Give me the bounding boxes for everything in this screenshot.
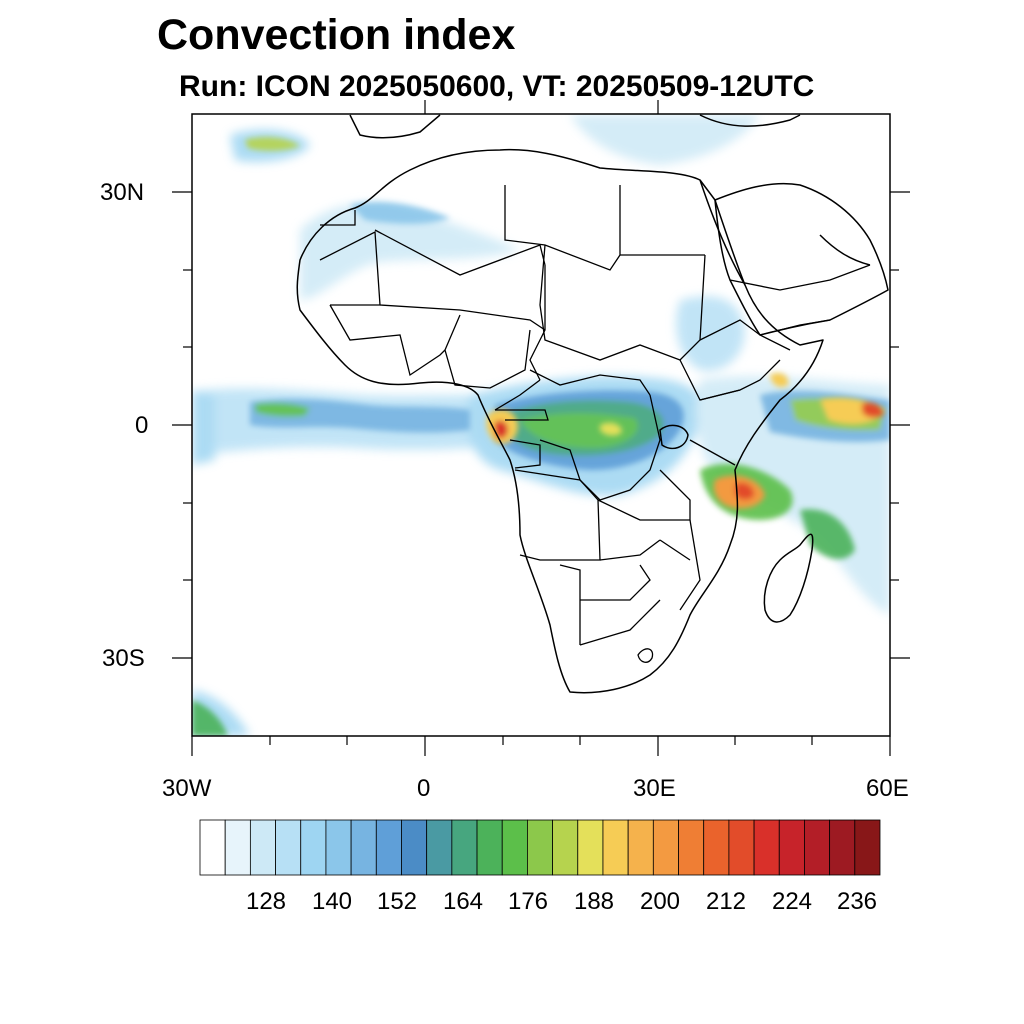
lat-label-0: 0 [135, 412, 149, 439]
plot-subtitle: Run: ICON 2025050600, VT: 20250509-12UTC [179, 70, 815, 103]
colorbar-box [678, 819, 705, 876]
shade-sahara-mid [350, 202, 450, 224]
border-algeria-south [374, 229, 546, 276]
colorbar-box [602, 819, 629, 876]
border-sudan [539, 244, 706, 361]
shade-madagascar-east [800, 509, 855, 560]
shade-med-green [245, 137, 300, 151]
lon-label-30e: 30E [633, 775, 676, 802]
colorbar-box [804, 819, 831, 876]
colorbar-box [199, 819, 226, 876]
europe-coast-north [349, 114, 441, 139]
colorbar-label-236: 236 [836, 888, 878, 915]
colorbar-box [476, 819, 503, 876]
africa-coastline [296, 148, 824, 694]
lon-label-30w: 30W [162, 775, 212, 802]
lake-victoria [659, 424, 689, 450]
colorbar-box [577, 819, 604, 876]
country-borders [319, 185, 871, 663]
colorbar-box [703, 819, 730, 876]
border-chad [529, 265, 546, 381]
plot-title: Convection index [157, 11, 516, 59]
border-lesotho [637, 648, 654, 663]
colorbar-box [375, 819, 402, 876]
border-ethiopia [679, 319, 791, 401]
axis-ticks [172, 100, 910, 756]
colorbar-box [652, 819, 679, 876]
turkey-coast [699, 114, 801, 127]
colorbar-box [527, 819, 553, 876]
colorbar-box [829, 819, 856, 876]
shade-red-sea [570, 115, 760, 165]
border-mauritania [319, 210, 381, 306]
hotspot-indian-red [862, 402, 884, 418]
border-car [529, 369, 651, 396]
shade-itcz-green [255, 402, 310, 417]
hotspot-tanzania-red [735, 482, 755, 500]
colorbar-box [401, 819, 428, 876]
colorbar-box [854, 819, 881, 876]
colorbar-box [451, 819, 478, 876]
colorbar-label-224: 224 [771, 888, 813, 915]
shade-west-edge [192, 390, 215, 465]
shade-ethiopia [676, 296, 745, 371]
border-mozambique [659, 519, 701, 611]
colorbar-label-200: 200 [639, 888, 681, 915]
border-west-africa [329, 304, 446, 377]
shade-congo-green2 [520, 413, 639, 449]
persian-gulf [819, 234, 871, 266]
colorbar-label-140: 140 [311, 888, 353, 915]
red-sea-west [699, 179, 746, 286]
colorbar-box [275, 819, 302, 876]
colorbar-label-164: 164 [442, 888, 484, 915]
colorbar-box [249, 819, 276, 876]
border-cameroon [494, 379, 541, 411]
hotspot-congo-yellow [600, 422, 622, 436]
hotspot-kenya-yellow [770, 373, 789, 388]
colorbar-box [501, 819, 528, 876]
border-namibia-botswana [559, 564, 661, 646]
colorbar-label-152: 152 [376, 888, 418, 915]
colorbar-box [728, 819, 755, 876]
colorbar-box [627, 819, 654, 876]
lat-label-30s: 30S [102, 645, 145, 672]
border-congo-gabon [495, 409, 549, 469]
colorbar-label-176: 176 [507, 888, 549, 915]
lat-label-30n: 30N [100, 179, 145, 206]
colorbar-label-188: 188 [573, 888, 615, 915]
border-angola [514, 469, 601, 561]
border-drc [539, 394, 661, 501]
hotspot-gabon-red [494, 420, 508, 439]
coastlines [296, 114, 889, 694]
shade-sahara-band [300, 203, 520, 300]
colorbar-label-212: 212 [705, 888, 747, 915]
border-libya-egypt [504, 185, 621, 271]
border-arabia [729, 264, 871, 336]
colorbar-box [224, 819, 251, 876]
border-niger-mali [379, 304, 546, 331]
colorbar-box [552, 819, 579, 876]
lon-label-60e: 60E [866, 775, 909, 802]
colorbar-box [300, 819, 327, 876]
colorbar-label-128: 128 [245, 888, 287, 915]
colorbar-box [753, 819, 780, 876]
colorbar-box [325, 819, 352, 876]
colorbar [199, 819, 881, 876]
lon-label-0: 0 [417, 775, 431, 802]
colorbar-box [426, 819, 453, 876]
border-nigeria [444, 314, 531, 389]
convection-field [192, 115, 890, 736]
madagascar-coastline [763, 533, 814, 623]
arabia-coastline [714, 182, 889, 336]
shade-sw-corner-green [192, 700, 228, 736]
colorbar-box [778, 819, 805, 876]
colorbar-box [350, 819, 377, 876]
